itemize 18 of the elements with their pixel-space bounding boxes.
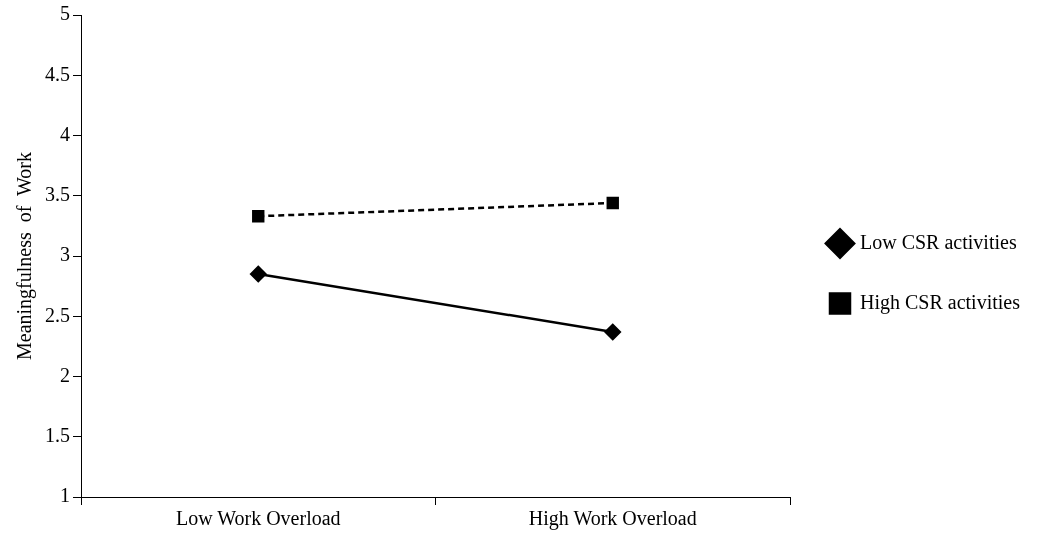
y-tick-label: 2.5 xyxy=(45,303,70,326)
point xyxy=(606,196,619,210)
y-tick-label: 1 xyxy=(60,484,70,507)
y-tick-label: 2 xyxy=(60,363,70,386)
x-tick-label: High Work Overload xyxy=(528,507,697,531)
y-axis-title: Meaningfulness of Work xyxy=(13,152,37,360)
point xyxy=(252,210,265,223)
legend-label: High CSR activities xyxy=(860,290,1021,314)
x-tick-label: Low Work Overload xyxy=(175,507,341,530)
y-tick-label: 1.5 xyxy=(45,424,70,446)
point xyxy=(604,323,621,341)
point xyxy=(250,265,267,283)
y-tick-label: 3 xyxy=(60,243,70,266)
y-tick-label: 4.5 xyxy=(45,62,70,85)
y-tick-label: 3.5 xyxy=(45,183,70,205)
legend-label: Low CSR activities xyxy=(860,230,1017,253)
y-tick-label: 4 xyxy=(60,122,70,145)
y-tick-label: 5 xyxy=(60,2,70,25)
